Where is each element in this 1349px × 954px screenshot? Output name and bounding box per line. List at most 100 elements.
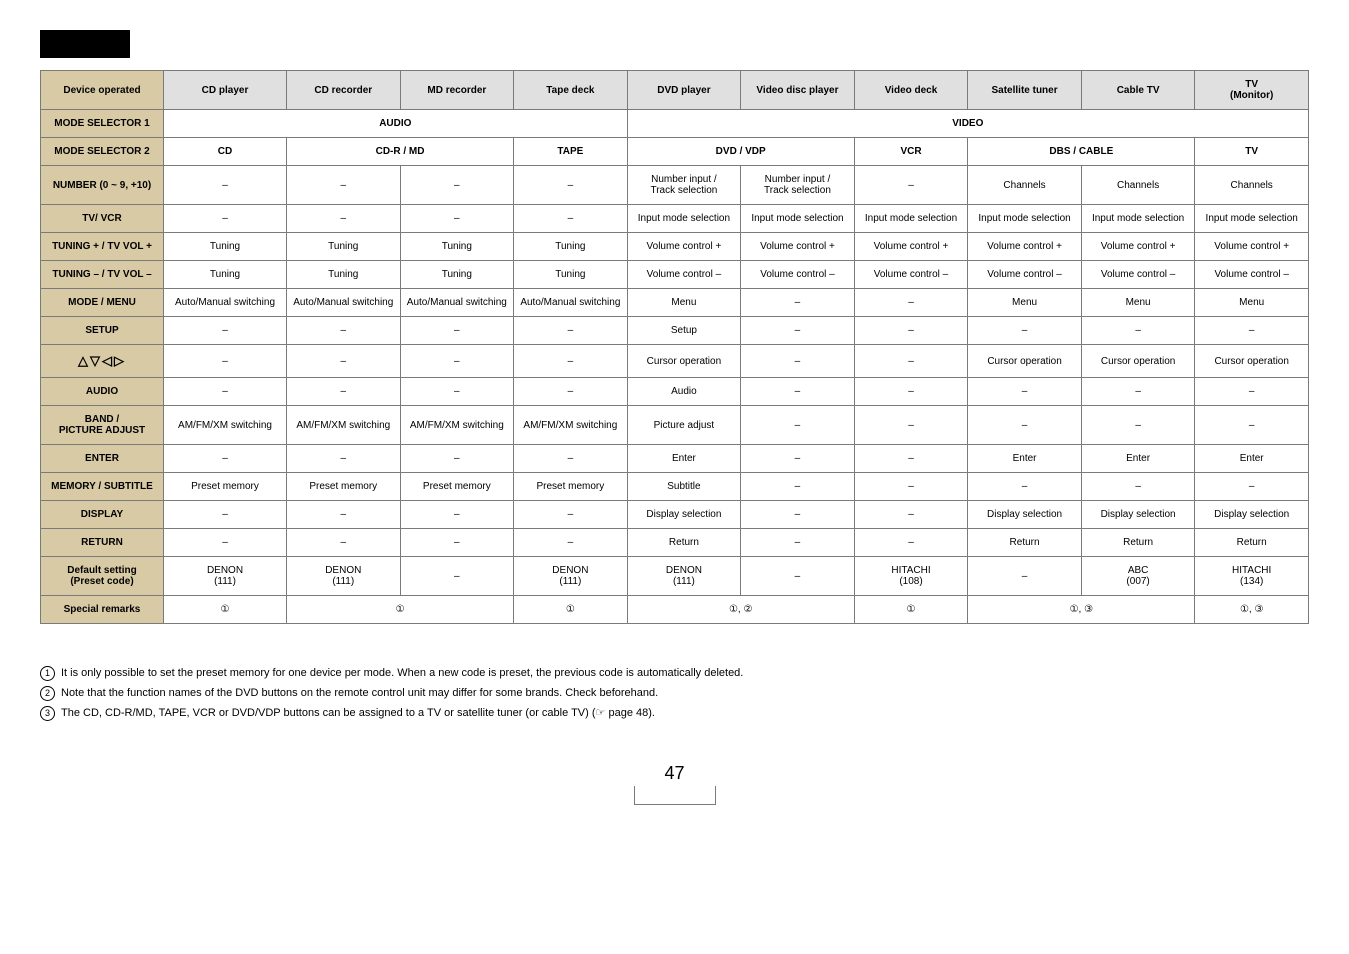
cell: Number input / Track selection: [741, 166, 855, 205]
row-band: BAND / PICTURE ADJUST: [41, 406, 164, 445]
cell: Preset memory: [164, 473, 287, 501]
page-number: 47: [40, 763, 1309, 784]
cell: –: [968, 406, 1082, 445]
cell: –: [514, 501, 628, 529]
row-mode-selector-1: MODE SELECTOR 1: [41, 110, 164, 138]
cell: Enter: [627, 445, 741, 473]
cell: Enter: [1195, 445, 1309, 473]
table-row: MODE / MENU Auto/Manual switching Auto/M…: [41, 289, 1309, 317]
cell: –: [968, 317, 1082, 345]
table-row: ENTER – – – – Enter – – Enter Enter Ente…: [41, 445, 1309, 473]
row-default-l1: Default setting: [67, 565, 136, 576]
cell: –: [287, 345, 401, 378]
cell: DENON (111): [514, 557, 628, 596]
cell: Picture adjust: [627, 406, 741, 445]
cell: Volume control +: [741, 233, 855, 261]
table-row: TUNING + / TV VOL + Tuning Tuning Tuning…: [41, 233, 1309, 261]
row-tuning-minus: TUNING – / TV VOL –: [41, 261, 164, 289]
cell: Volume control +: [854, 233, 968, 261]
cell: –: [1195, 406, 1309, 445]
cell: –: [514, 529, 628, 557]
cell: –: [164, 345, 287, 378]
cell: Return: [1081, 529, 1195, 557]
cell: Display selection: [627, 501, 741, 529]
cell: Volume control +: [1195, 233, 1309, 261]
table-row: BAND / PICTURE ADJUST AM/FM/XM switching…: [41, 406, 1309, 445]
function-table: Device operated CD player CD recorder MD…: [40, 70, 1309, 624]
cell: DENON (111): [287, 557, 401, 596]
cell: Number input / Track selection: [627, 166, 741, 205]
footnote-3-a: The CD, CD-R/MD, TAPE, VCR or DVD/VDP bu…: [61, 707, 596, 719]
table-row: NUMBER (0 ~ 9, +10) – – – – Number input…: [41, 166, 1309, 205]
cell: –: [287, 166, 401, 205]
table-row: TUNING – / TV VOL – Tuning Tuning Tuning…: [41, 261, 1309, 289]
footnote-3-text: The CD, CD-R/MD, TAPE, VCR or DVD/VDP bu…: [61, 704, 655, 724]
cell: –: [1195, 473, 1309, 501]
cell: –: [514, 317, 628, 345]
cell: ABC (007): [1081, 557, 1195, 596]
footnotes: 1 It is only possible to set the preset …: [40, 664, 1309, 723]
footnote-2: 2 Note that the function names of the DV…: [40, 684, 1309, 704]
cell: –: [968, 557, 1082, 596]
header-cd-player: CD player: [164, 71, 287, 110]
cell: –: [164, 529, 287, 557]
cell: –: [164, 445, 287, 473]
row-mode-menu: MODE / MENU: [41, 289, 164, 317]
cell: –: [741, 289, 855, 317]
cell: Input mode selection: [1081, 205, 1195, 233]
cell: Display selection: [1195, 501, 1309, 529]
cell: Preset memory: [514, 473, 628, 501]
row-number: NUMBER (0 ~ 9, +10): [41, 166, 164, 205]
cell: –: [400, 317, 514, 345]
header-tv-monitor-l2: (Monitor): [1230, 90, 1273, 101]
cell: Return: [1195, 529, 1309, 557]
cell: –: [287, 317, 401, 345]
cell: Tuning: [164, 261, 287, 289]
row-default: Default setting (Preset code): [41, 557, 164, 596]
cell: –: [741, 406, 855, 445]
table-row: DISPLAY – – – – Display selection – – Di…: [41, 501, 1309, 529]
row-tuning-plus: TUNING + / TV VOL +: [41, 233, 164, 261]
cell: HITACHI (134): [1195, 557, 1309, 596]
cell: Tuning: [400, 233, 514, 261]
cell: Cursor operation: [1081, 345, 1195, 378]
cell: –: [514, 205, 628, 233]
cell: –: [1081, 473, 1195, 501]
cell: –: [164, 501, 287, 529]
cell: Return: [627, 529, 741, 557]
cell: –: [854, 406, 968, 445]
table-row: △▽◁▷ – – – – Cursor operation – – Cursor…: [41, 345, 1309, 378]
cell: Tuning: [287, 261, 401, 289]
cell: Menu: [968, 289, 1082, 317]
table-row: AUDIO – – – – Audio – – – – –: [41, 378, 1309, 406]
row-arrows-icon: △▽◁▷: [41, 345, 164, 378]
cell: ①: [514, 596, 628, 624]
footnote-2-text: Note that the function names of the DVD …: [61, 684, 658, 704]
cell: –: [741, 317, 855, 345]
cell: Input mode selection: [968, 205, 1082, 233]
cell: –: [968, 473, 1082, 501]
row-band-l1: BAND /: [85, 414, 119, 425]
cell: ①: [164, 596, 287, 624]
row-enter: ENTER: [41, 445, 164, 473]
header-device-operated: Device operated: [41, 71, 164, 110]
header-black-box: [40, 30, 130, 58]
cell: DENON (111): [164, 557, 287, 596]
cell: ①, ③: [968, 596, 1195, 624]
cell: Input mode selection: [741, 205, 855, 233]
cell: Volume control –: [854, 261, 968, 289]
cell: Volume control –: [1081, 261, 1195, 289]
cell: Input mode selection: [627, 205, 741, 233]
cell: –: [400, 205, 514, 233]
cell: Auto/Manual switching: [164, 289, 287, 317]
cell: Return: [968, 529, 1082, 557]
cell: DENON (111): [627, 557, 741, 596]
cell: Input mode selection: [1195, 205, 1309, 233]
cell: –: [287, 378, 401, 406]
cell: –: [400, 378, 514, 406]
cell: Cursor operation: [1195, 345, 1309, 378]
cell: Display selection: [1081, 501, 1195, 529]
cell: –: [287, 445, 401, 473]
cell: ①, ②: [627, 596, 854, 624]
cell: –: [854, 529, 968, 557]
